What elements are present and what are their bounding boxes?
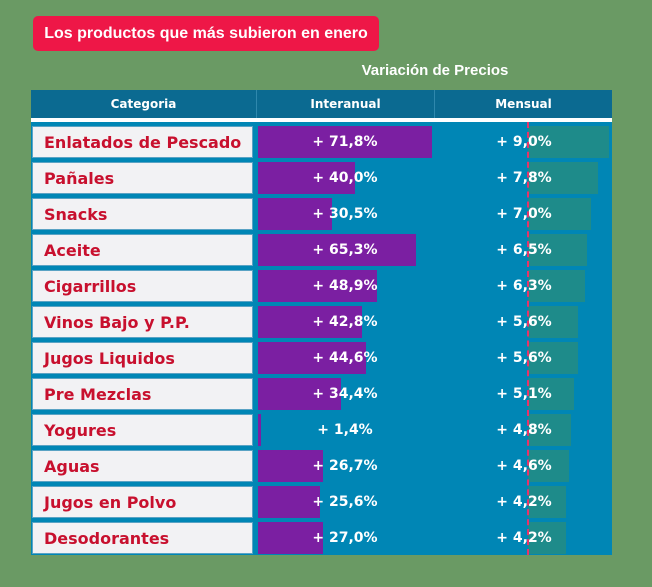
mensual-bar xyxy=(528,126,609,158)
interanual-value-label: + 25,6% xyxy=(312,494,378,510)
mensual-value-label: + 5,6% xyxy=(496,314,552,330)
category-label: Pre Mezclas xyxy=(32,378,253,410)
mensual-value-label: + 6,5% xyxy=(496,242,552,258)
chart-table: Enlatados de Pescado Pañales Snacks Aceite C… xyxy=(31,122,612,555)
category-label: Aceite xyxy=(32,234,253,266)
chart-subtitle: Variación de Precios xyxy=(361,62,509,79)
category-label: Enlatados de Pescado xyxy=(32,126,253,158)
interanual-bar xyxy=(258,414,262,446)
mensual-value-label: + 7,0% xyxy=(496,206,552,222)
header-mensual: Mensual xyxy=(495,97,552,111)
category-label: Vinos Bajo y P.P. xyxy=(32,306,253,338)
mensual-value-label: + 4,8% xyxy=(496,422,552,438)
category-label: Cigarrillos xyxy=(32,270,253,302)
mensual-bar xyxy=(528,270,585,302)
interanual-bar xyxy=(258,270,377,302)
interanual-value-label: + 71,8% xyxy=(312,134,378,150)
interanual-bar xyxy=(258,306,362,338)
mensual-bar xyxy=(528,450,570,482)
interanual-bar xyxy=(258,162,355,194)
interanual-value-label: + 34,4% xyxy=(312,386,378,402)
interanual-value-label: + 26,7% xyxy=(312,458,378,474)
header-categoria: Categoria xyxy=(110,97,177,111)
interanual-value-label: + 40,0% xyxy=(312,170,378,186)
category-label: Desodorantes xyxy=(32,522,253,554)
interanual-bar xyxy=(258,486,321,518)
mensual-baseline xyxy=(527,122,529,555)
mensual-bar xyxy=(528,522,566,554)
header-divider xyxy=(434,90,435,118)
interanual-bar xyxy=(258,378,342,410)
interanual-bar xyxy=(258,342,367,374)
interanual-value-label: + 44,6% xyxy=(312,350,378,366)
mensual-value-label: + 5,1% xyxy=(496,386,552,402)
interanual-bar xyxy=(258,198,332,230)
category-column: Enlatados de Pescado Pañales Snacks Aceite C… xyxy=(31,122,256,555)
mensual-bar xyxy=(528,378,574,410)
category-label: Pañales xyxy=(32,162,253,194)
mensual-value-label: + 9,0% xyxy=(496,134,552,150)
mensual-bar xyxy=(528,234,587,266)
category-label: Aguas xyxy=(32,450,253,482)
mensual-bar xyxy=(528,414,572,446)
mensual-bar xyxy=(528,486,566,518)
interanual-value-label: + 48,9% xyxy=(312,278,378,294)
table-header: Categoria Interanual Mensual xyxy=(31,90,612,122)
mensual-bar xyxy=(528,198,591,230)
category-label: Jugos en Polvo xyxy=(32,486,253,518)
mensual-value-label: + 4,2% xyxy=(496,494,552,510)
interanual-value-label: + 30,5% xyxy=(312,206,378,222)
category-label: Jugos Liquidos xyxy=(32,342,253,374)
interanual-value-label: + 65,3% xyxy=(312,242,378,258)
interanual-value-label: + 27,0% xyxy=(312,530,378,546)
interanual-value-label: + 1,4% xyxy=(317,422,373,438)
category-label: Yogures xyxy=(32,414,253,446)
interanual-bar xyxy=(258,126,432,158)
interanual-value-label: + 42,8% xyxy=(312,314,378,330)
mensual-bar xyxy=(528,342,579,374)
category-label: Snacks xyxy=(32,198,253,230)
mensual-bar xyxy=(528,306,579,338)
chart-title: Los productos que más subieron en enero xyxy=(33,16,379,51)
mensual-value-label: + 4,2% xyxy=(496,530,552,546)
mensual-value-label: + 6,3% xyxy=(496,278,552,294)
mensual-value-label: + 5,6% xyxy=(496,350,552,366)
header-divider xyxy=(256,90,257,118)
interanual-bar xyxy=(258,450,323,482)
interanual-bar xyxy=(258,234,417,266)
mensual-value-label: + 7,8% xyxy=(496,170,552,186)
mensual-bar xyxy=(528,162,599,194)
interanual-bar xyxy=(258,522,324,554)
mensual-value-label: + 4,6% xyxy=(496,458,552,474)
header-interanual: Interanual xyxy=(310,97,381,111)
